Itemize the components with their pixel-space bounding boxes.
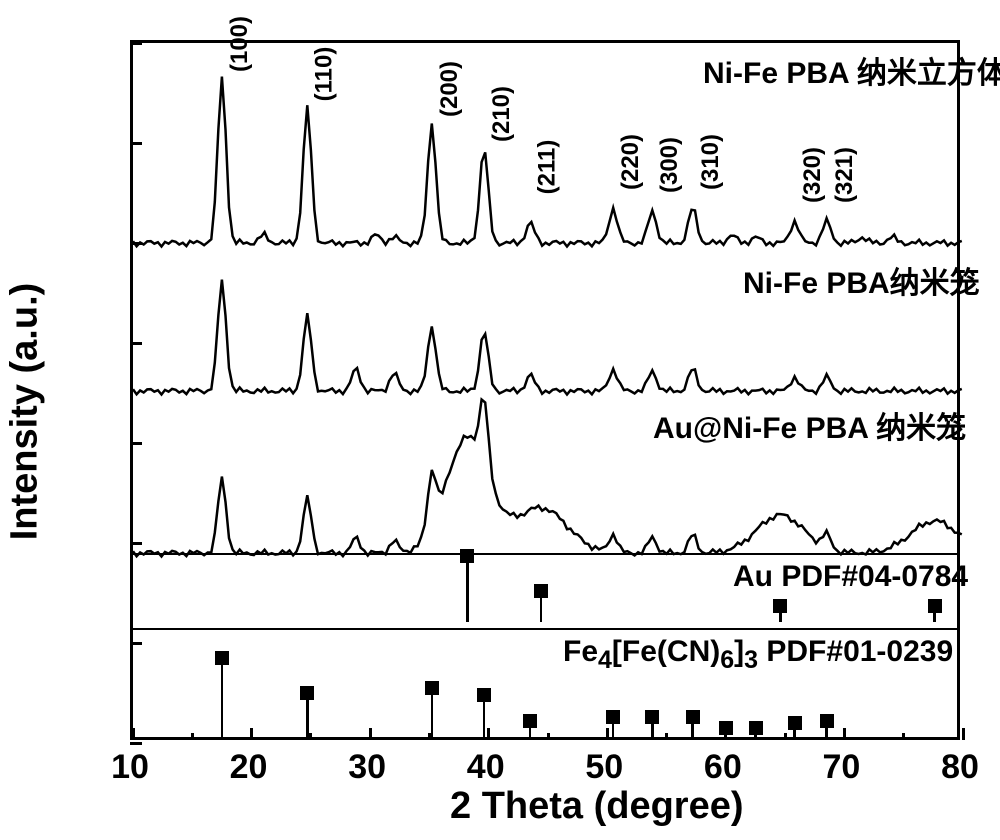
reference-peak-marker — [788, 716, 802, 730]
plot-area: Ni-Fe PBA 纳米立方体(100)(110)(200)(210)(211)… — [130, 40, 960, 740]
x-tick-label: 50 — [585, 748, 623, 787]
x-tick-label: 70 — [823, 748, 861, 787]
reference-peak-marker — [719, 721, 733, 735]
reference-peak-marker — [686, 710, 700, 724]
x-tick-label: 60 — [704, 748, 742, 787]
y-tick — [130, 342, 142, 345]
x-tick-label: 30 — [348, 748, 386, 787]
y-tick — [130, 42, 142, 45]
x-tick-label: 20 — [230, 748, 268, 787]
y-tick — [130, 542, 142, 545]
reference-peak-marker — [773, 599, 787, 613]
reference-peak-marker — [460, 549, 474, 563]
reference-peak-marker — [425, 681, 439, 695]
y-tick — [130, 442, 142, 445]
x-axis-label: 2 Theta (degree) — [450, 785, 744, 828]
reference-peak-marker — [300, 686, 314, 700]
y-tick — [130, 242, 142, 245]
panel-divider — [133, 628, 957, 630]
x-tick-label: 10 — [111, 748, 149, 787]
reference-peak-marker — [215, 651, 229, 665]
xrd-chart: Intensity (a.u.) 2 Theta (degree) Ni-Fe … — [0, 0, 1000, 840]
y-tick — [130, 142, 142, 145]
y-axis-label: Intensity (a.u.) — [4, 283, 47, 541]
reference-peak-marker — [523, 714, 537, 728]
reference-peak-marker — [477, 688, 491, 702]
reference-peak-marker — [928, 599, 942, 613]
y-tick — [130, 742, 142, 745]
reference-peak-marker — [645, 710, 659, 724]
x-tick-label: 80 — [941, 748, 979, 787]
y-tick — [130, 642, 142, 645]
reference-peak-marker — [749, 721, 763, 735]
panel-divider — [133, 553, 957, 555]
reference-peak-marker — [534, 584, 548, 598]
x-tick-label: 40 — [467, 748, 505, 787]
reference-peak-marker — [606, 710, 620, 724]
panel-label-ref_au: Au PDF#04-0784 — [733, 560, 968, 594]
reference-peak-marker — [820, 714, 834, 728]
panel-label-ref_fe: Fe4[Fe(CN)6]3 PDF#01-0239 — [563, 635, 953, 675]
